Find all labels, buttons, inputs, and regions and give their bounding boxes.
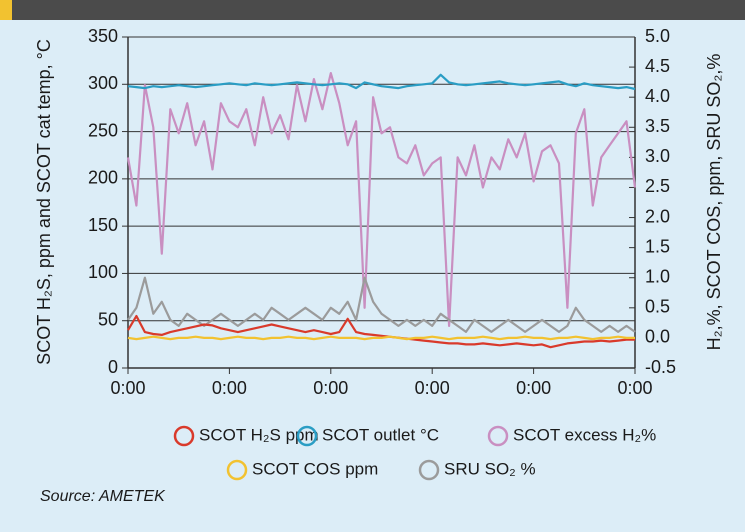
- y-tick-label: 200: [88, 168, 118, 188]
- series-line: [127, 314, 635, 349]
- x-tick-label: 0:00: [617, 378, 652, 398]
- y2-tick-label: 5.0: [645, 26, 670, 46]
- x-tick-label: 0:00: [212, 378, 247, 398]
- y2-tick-label: 2.5: [645, 176, 670, 196]
- y2-tick-label: 4.5: [645, 56, 670, 76]
- y-tick-label: 0: [108, 357, 118, 377]
- legend-label: SCOT H₂S ppm: [199, 425, 319, 444]
- y2-axis-title: H₂,%, SCOT COS, ppm, SRU SO₂,%: [704, 54, 724, 351]
- legend-marker: [296, 425, 318, 447]
- y2-tick-label: 0.5: [645, 297, 670, 317]
- y2-tick-label: 3.5: [645, 116, 670, 136]
- source-note: Source: AMETEK: [40, 488, 166, 505]
- header-accent: [0, 0, 12, 20]
- legend-marker: [487, 425, 509, 447]
- y2-tick-label: 3.0: [645, 146, 670, 166]
- y-tick-label: 150: [88, 215, 118, 235]
- x-tick-label: 0:00: [516, 378, 551, 398]
- legend-label: SCOT outlet °C: [322, 425, 439, 444]
- y-tick-label: 100: [88, 262, 118, 282]
- series-line: [127, 73, 636, 91]
- legend-label: SCOT COS ppm: [252, 459, 378, 478]
- header-band: [0, 0, 745, 20]
- legend-label: SCOT excess H₂%: [513, 425, 656, 444]
- series-line: [127, 335, 635, 341]
- y2-tick-label: -0.5: [645, 357, 676, 377]
- legend-marker: [173, 425, 195, 447]
- legend-marker: [418, 459, 440, 481]
- x-tick-label: 0:00: [110, 378, 145, 398]
- x-tick-label: 0:00: [313, 378, 348, 398]
- y2-tick-label: 2.0: [645, 206, 670, 226]
- y2-tick-label: 1.5: [645, 236, 670, 256]
- legend-label: SRU SO₂ %: [444, 459, 536, 478]
- y2-tick-label: 4.0: [645, 86, 670, 106]
- series-line: [126, 72, 637, 327]
- y2-tick-label: 1.0: [645, 266, 670, 286]
- series-line: [127, 276, 636, 333]
- y-axis-title: SCOT H₂S, ppm and SCOT cat temp, °C: [34, 39, 54, 365]
- y-tick-label: 50: [98, 309, 118, 329]
- y-tick-label: 300: [88, 73, 118, 93]
- y2-tick-label: 0.0: [645, 327, 670, 347]
- y-tick-label: 250: [88, 120, 118, 140]
- legend-marker: [226, 459, 248, 481]
- x-tick-label: 0:00: [415, 378, 450, 398]
- y-tick-label: 350: [88, 26, 118, 46]
